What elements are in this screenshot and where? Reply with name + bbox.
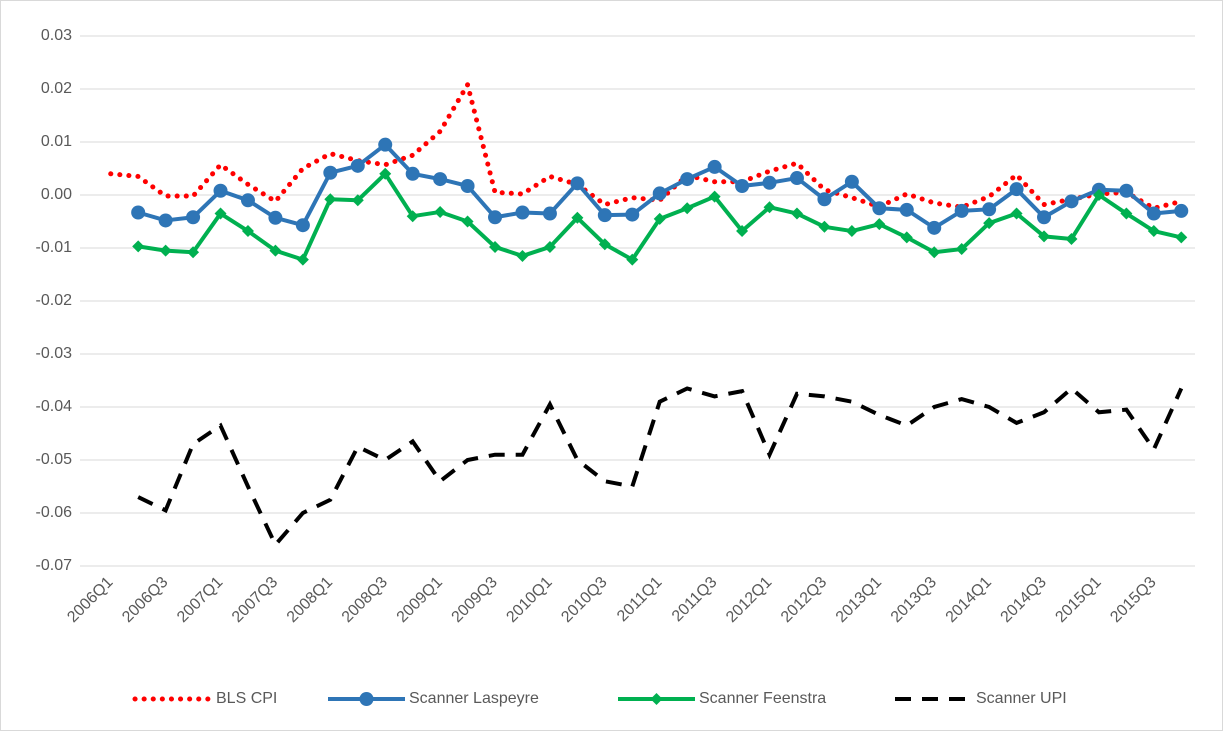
point	[268, 210, 283, 225]
y-tick-label: -0.07	[36, 557, 73, 574]
y-tick-label: -0.03	[36, 345, 73, 362]
point	[735, 178, 750, 193]
point	[1120, 207, 1133, 220]
y-tick-label: -0.06	[36, 504, 73, 521]
point	[1092, 189, 1105, 201]
point	[1146, 206, 1161, 221]
point	[762, 175, 777, 190]
point	[681, 202, 694, 215]
point	[1065, 232, 1078, 245]
point	[844, 174, 859, 189]
y-tick-label: 0.01	[41, 133, 72, 150]
point	[324, 193, 337, 206]
point	[625, 207, 640, 222]
point	[351, 194, 364, 207]
point	[1064, 194, 1079, 209]
point	[489, 240, 502, 253]
point	[461, 215, 474, 228]
point	[159, 244, 172, 257]
point	[379, 167, 392, 180]
point	[1009, 182, 1024, 197]
point	[626, 253, 639, 266]
series-line	[108, 78, 1184, 211]
legend-marker	[359, 692, 374, 706]
point	[1174, 203, 1189, 218]
point	[1010, 207, 1023, 220]
point	[1175, 231, 1188, 244]
point	[927, 220, 942, 235]
point	[488, 210, 503, 225]
point	[571, 211, 584, 224]
point	[680, 172, 695, 187]
y-tick-label: -0.04	[36, 398, 73, 415]
point	[983, 217, 996, 230]
point	[433, 172, 448, 187]
point	[900, 231, 913, 244]
point	[597, 208, 612, 223]
point	[873, 218, 886, 231]
point	[845, 225, 858, 238]
point	[763, 201, 776, 214]
point	[213, 183, 228, 198]
y-tick-label: -0.02	[36, 292, 73, 309]
point	[872, 201, 887, 216]
y-tick-label: -0.01	[36, 239, 73, 256]
point	[350, 158, 365, 173]
point	[296, 253, 309, 266]
point	[516, 249, 529, 262]
point	[707, 159, 722, 174]
series-line	[137, 385, 1184, 549]
point	[158, 213, 173, 228]
y-tick-label: 0.03	[41, 27, 72, 44]
y-tick-label: 0.02	[41, 80, 72, 97]
point	[542, 206, 557, 221]
point	[598, 238, 611, 251]
point	[434, 205, 447, 218]
legend-label: Scanner Laspeyre	[409, 690, 539, 707]
point	[708, 190, 721, 203]
point	[1147, 225, 1160, 238]
y-tick-label: -0.05	[36, 451, 73, 468]
point	[323, 165, 338, 180]
point	[214, 207, 227, 220]
point	[928, 246, 941, 259]
point	[131, 205, 146, 220]
legend-label: Scanner UPI	[976, 690, 1067, 707]
point	[570, 176, 585, 191]
point	[1038, 230, 1051, 243]
point	[187, 246, 200, 259]
point	[241, 225, 254, 238]
point	[132, 240, 145, 253]
point	[378, 137, 393, 152]
point	[789, 171, 804, 186]
point	[818, 220, 831, 233]
point	[817, 192, 832, 207]
point	[405, 166, 420, 181]
point	[653, 212, 666, 225]
legend-marker	[650, 693, 663, 705]
point	[736, 225, 749, 238]
point	[460, 178, 475, 193]
point	[240, 193, 255, 208]
point	[982, 202, 997, 217]
point	[269, 244, 282, 257]
point	[515, 205, 530, 220]
point	[1119, 183, 1134, 198]
point	[955, 243, 968, 256]
legend-label: Scanner Feenstra	[699, 690, 826, 707]
point	[790, 207, 803, 220]
point	[1037, 210, 1052, 225]
point	[295, 218, 310, 233]
point	[652, 186, 667, 201]
y-tick-label: 0.00	[41, 186, 72, 203]
legend-label: BLS CPI	[216, 690, 277, 707]
point	[543, 240, 556, 253]
point	[406, 210, 419, 223]
point	[899, 202, 914, 217]
point	[954, 203, 969, 218]
point	[186, 210, 201, 225]
